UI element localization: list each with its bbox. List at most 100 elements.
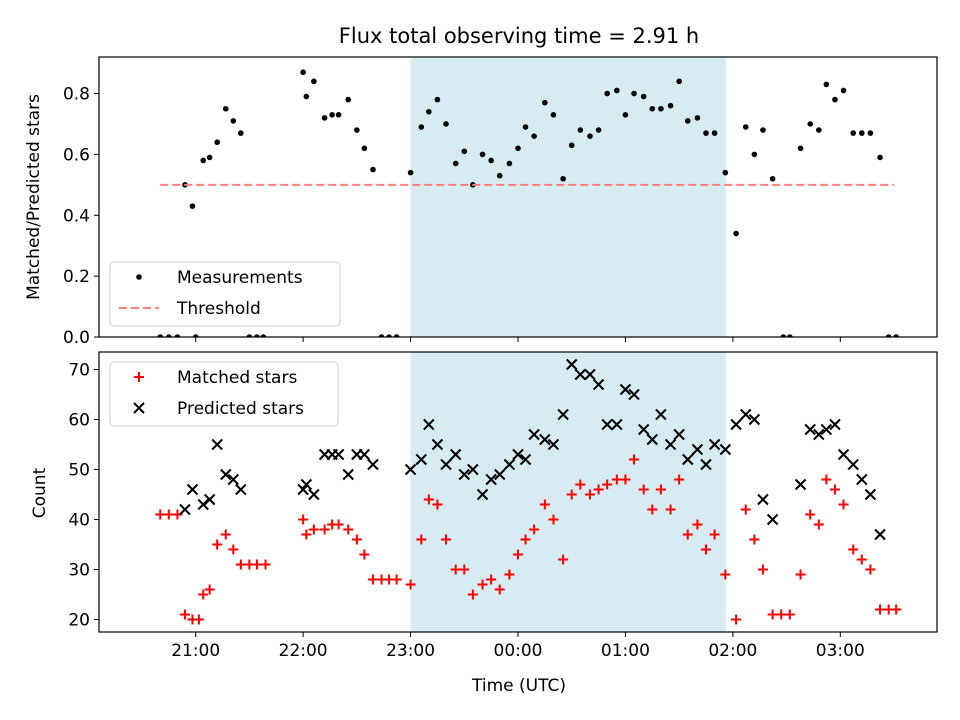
data-marks <box>157 69 899 337</box>
predicted-star-point <box>794 478 807 491</box>
predicted-star-point <box>179 503 191 516</box>
legend-box <box>109 361 339 427</box>
matched-star-point <box>504 569 515 580</box>
matched-star-point <box>319 524 330 535</box>
measurement-point <box>667 102 674 109</box>
legend: Matched stars Predicted stars <box>109 361 339 427</box>
measurement-point <box>885 334 892 337</box>
measurement-point <box>246 334 253 337</box>
measurement-point <box>452 160 459 167</box>
legend-label: Predicted stars <box>177 399 304 419</box>
predicted-star-point <box>682 453 694 466</box>
measurement-point <box>200 157 207 164</box>
matched-star-point <box>611 474 622 485</box>
predicted-star-point <box>584 368 596 381</box>
measurement-point <box>622 112 629 118</box>
predicted-star-point <box>730 418 742 431</box>
predicted-star-point <box>757 493 769 506</box>
measurement-point <box>496 172 503 179</box>
measurement-point <box>443 121 449 127</box>
matched-star-point <box>829 484 840 495</box>
predicted-star-point <box>539 433 551 446</box>
measurement-point <box>550 112 557 118</box>
measurement-point <box>300 69 306 76</box>
bottom-y-axis-label: Count <box>30 467 50 518</box>
measurement-point <box>157 334 164 337</box>
bottom-panel: 20 30 40 50 60 70 21:00 22:00 23:00 00:00 01:00 02:… <box>68 351 938 661</box>
predicted-star-point <box>431 438 444 451</box>
predicted-star-point <box>691 443 704 456</box>
measurement-point <box>631 90 637 97</box>
matched-star-point <box>655 484 666 495</box>
matched-star-point <box>212 539 223 550</box>
predicted-star-point <box>404 463 417 476</box>
predicted-star-point <box>467 463 479 476</box>
measurement-point <box>658 105 664 112</box>
matched-star-point <box>875 604 886 615</box>
measurement-point <box>479 151 486 158</box>
matched-star-point <box>749 534 760 545</box>
legend-marker-swatch <box>133 402 145 414</box>
measurement-point <box>166 334 172 337</box>
matched-star-point <box>163 509 174 520</box>
data-marks <box>155 358 902 625</box>
measurement-point <box>780 334 787 337</box>
predicted-star-point <box>619 383 632 396</box>
y-tick-label: 40 <box>68 511 90 531</box>
measurement-point <box>354 127 360 133</box>
predicted-star-point <box>601 418 613 431</box>
matched-star-point <box>682 529 693 540</box>
predicted-star-point <box>813 428 825 441</box>
y-tick-label: 50 <box>68 461 90 481</box>
matched-star-point <box>709 529 720 540</box>
matched-star-point <box>343 524 354 535</box>
matched-star-point <box>520 534 531 545</box>
matched-star-point <box>494 584 505 595</box>
legend-marker-swatch <box>136 274 142 280</box>
predicted-star-point <box>342 468 354 481</box>
matched-star-point <box>638 484 649 495</box>
matched-star-point <box>416 534 427 545</box>
x-tick-label: 22:00 <box>279 641 328 661</box>
measurement-point <box>676 78 682 85</box>
matched-star-point <box>805 509 816 520</box>
measurement-point <box>568 142 575 149</box>
measurement-point <box>370 166 376 173</box>
measurement-point <box>684 118 691 124</box>
predicted-star-point <box>203 493 216 506</box>
measurement-point <box>595 127 602 133</box>
measurement-point <box>488 157 494 164</box>
measurement-point <box>867 130 874 136</box>
measurement-point <box>823 81 830 88</box>
predicted-star-point <box>566 358 578 371</box>
measurement-point <box>361 145 368 152</box>
measurement-point <box>378 334 385 337</box>
predicted-star-point <box>440 458 452 471</box>
predicted-star-point <box>847 458 859 471</box>
measurement-point <box>797 145 804 152</box>
measurement-point <box>345 96 352 103</box>
predicted-star-point <box>592 378 605 391</box>
x-tick-label: 23:00 <box>386 641 435 661</box>
matched-star-point <box>701 544 712 555</box>
matched-star-point <box>432 499 443 510</box>
matched-star-point <box>333 519 344 530</box>
matched-star-point <box>198 589 209 600</box>
matched-star-point <box>891 604 902 615</box>
predicted-star-point <box>297 483 309 496</box>
measurement-point <box>694 115 701 121</box>
measurement-point <box>189 203 196 209</box>
matched-star-point <box>459 564 470 575</box>
measurement-point <box>311 78 317 85</box>
matched-star-point <box>367 574 378 585</box>
matched-star-point <box>647 504 658 515</box>
predicted-star-point <box>864 488 877 501</box>
predicted-star-point <box>673 428 685 441</box>
measurement-point <box>649 105 656 112</box>
x-tick-label: 21:00 <box>171 641 220 661</box>
measurement-point <box>329 112 335 118</box>
matched-star-point <box>251 559 262 570</box>
y-tick-label: 30 <box>68 561 90 581</box>
measurement-point <box>303 93 310 100</box>
